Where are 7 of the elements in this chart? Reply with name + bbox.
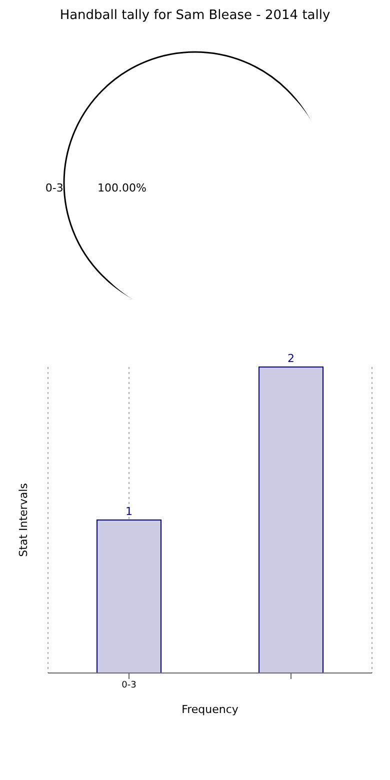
- data-label: 100.00%: [98, 182, 146, 194]
- chart-title: Handball tally for Sam Blease - 2014 tally: [58, 8, 332, 23]
- y-axis-title: Stat Intervals: [16, 482, 30, 557]
- data-label: 2: [288, 352, 294, 365]
- x-axis-title: Frequency: [182, 703, 239, 716]
- slice-label: 0-3: [45, 182, 64, 194]
- data-label: 1: [126, 505, 132, 518]
